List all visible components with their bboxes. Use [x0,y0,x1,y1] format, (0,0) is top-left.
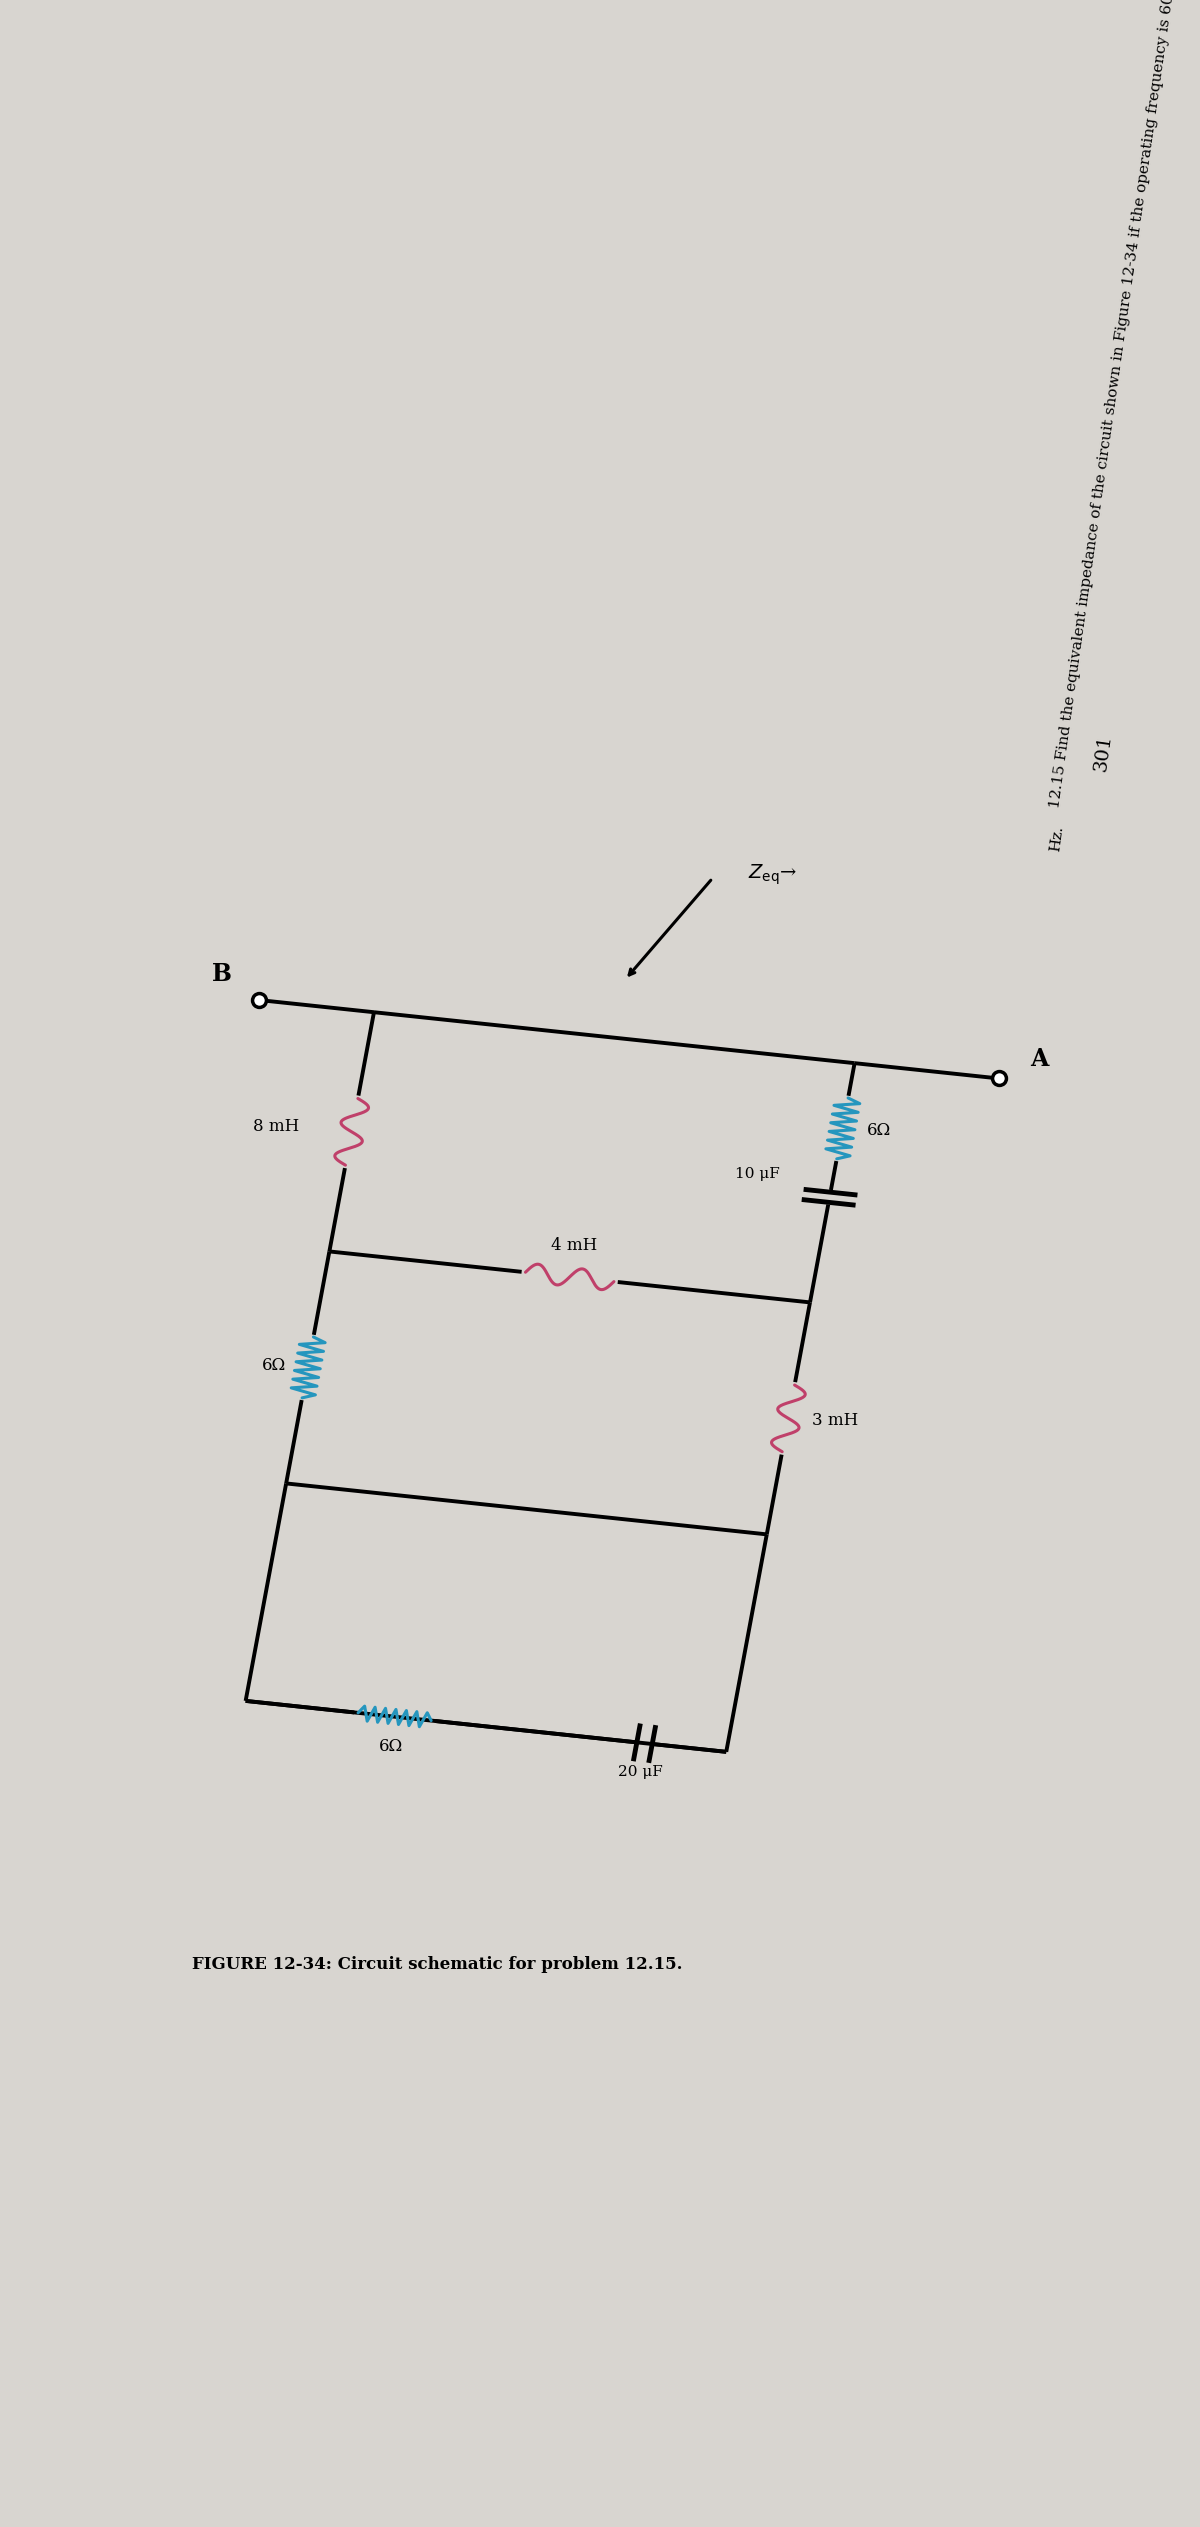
Text: 20 μF: 20 μF [618,1764,662,1779]
Text: 12.15 Find the equivalent impedance of the circuit shown in Figure 12-34 if the : 12.15 Find the equivalent impedance of t… [1049,0,1176,809]
Text: B: B [212,963,232,986]
Text: 10 μF: 10 μF [736,1167,780,1180]
Text: 301: 301 [1092,733,1115,773]
Text: 6Ω: 6Ω [263,1357,287,1375]
Text: 4 mH: 4 mH [551,1236,598,1253]
Text: 6Ω: 6Ω [378,1739,403,1756]
Text: A: A [1030,1046,1048,1071]
Text: 6Ω: 6Ω [866,1122,890,1140]
Text: Hz.: Hz. [1049,824,1066,852]
Text: 3 mH: 3 mH [812,1413,859,1430]
Text: 8 mH: 8 mH [252,1117,299,1135]
Text: $Z_\mathrm{eq}$→: $Z_\mathrm{eq}$→ [748,862,797,887]
Text: FIGURE 12-34: Circuit schematic for problem 12.15.: FIGURE 12-34: Circuit schematic for prob… [192,1956,682,1974]
